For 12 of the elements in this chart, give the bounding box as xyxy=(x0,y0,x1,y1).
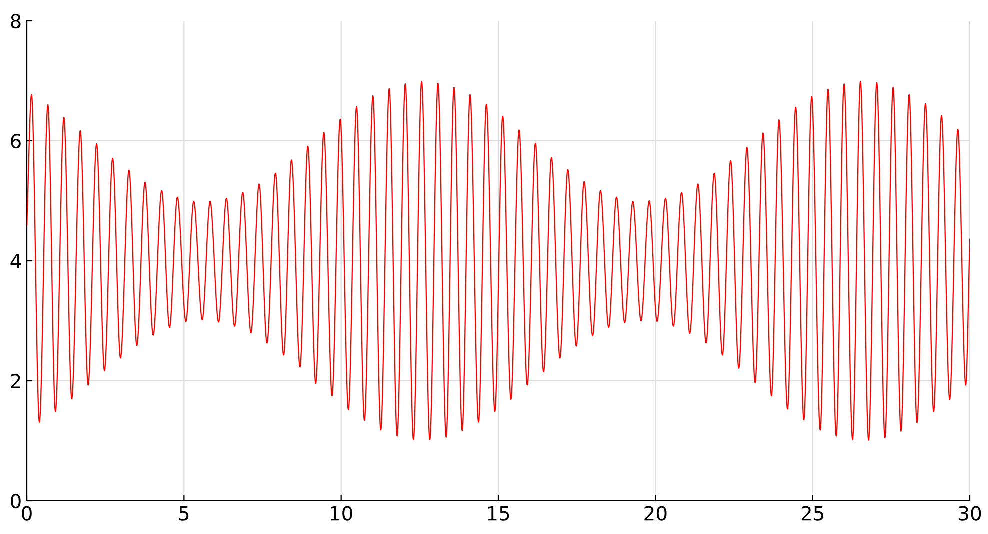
x-tick-label: 0 xyxy=(22,506,32,521)
y-tick-label: 6 xyxy=(11,134,21,149)
x-tick-label: 30 xyxy=(959,506,982,521)
x-tick-label: 5 xyxy=(179,506,189,521)
x-tick-label: 20 xyxy=(644,506,667,521)
x-tick-label: 25 xyxy=(802,506,824,521)
y-tick-label: 2 xyxy=(11,374,20,388)
y-tick-label: 0 xyxy=(11,494,21,509)
x-tick-label: 15 xyxy=(488,506,510,521)
y-tick-label: 8 xyxy=(11,14,21,29)
y-tick-label: 4 xyxy=(10,254,22,268)
x-tick-label: 10 xyxy=(331,506,352,521)
